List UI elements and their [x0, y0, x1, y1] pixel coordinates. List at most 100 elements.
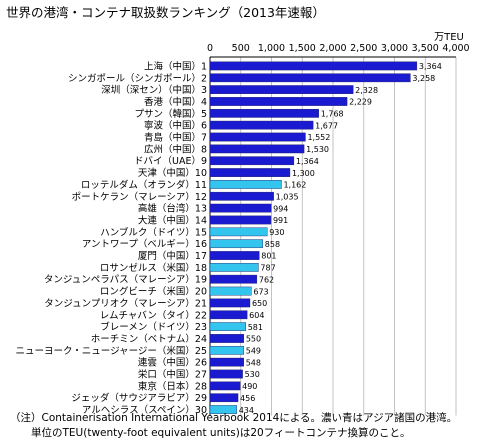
value-label: 787 [260, 264, 275, 273]
category-label: 上海（中国）1 [144, 60, 207, 72]
value-label: 1,300 [292, 169, 315, 178]
value-label: 1,530 [306, 145, 329, 154]
x-tick-label: 1,000 [258, 43, 285, 54]
value-label: 581 [248, 323, 263, 332]
category-label: シンガポール（シンガポール）2 [68, 72, 207, 84]
value-label: 1,552 [307, 133, 330, 142]
bar [209, 73, 411, 83]
category-label: 香港（中国）4 [144, 96, 207, 108]
category-label: タンジュンプリオク（マレーシア）21 [44, 297, 207, 309]
bar [209, 345, 244, 355]
value-label: 604 [249, 311, 264, 320]
value-label: 2,229 [349, 98, 372, 107]
value-label: 1,162 [283, 181, 306, 190]
bar [209, 405, 237, 414]
bar [209, 144, 305, 154]
value-label: 1,035 [276, 192, 299, 201]
bar [209, 381, 241, 391]
category-label: 東京（日本）28 [138, 380, 207, 392]
x-tick-label: 4,000 [442, 43, 469, 54]
category-label: 広州（中国）8 [144, 143, 207, 155]
value-label: 490 [242, 382, 257, 391]
bar [209, 168, 291, 177]
category-label: ニューヨーク・ニュージャージー（米国）25 [15, 345, 207, 357]
x-tick-label: 2,500 [350, 43, 377, 54]
bar [209, 180, 282, 189]
value-label: 1,768 [321, 110, 344, 119]
value-label: 1,677 [315, 121, 338, 130]
bar [209, 132, 306, 142]
x-tick-label: 0 [207, 43, 213, 54]
bar [209, 191, 274, 201]
category-label: レムチャバン（タイ）22 [100, 309, 207, 321]
value-label: 930 [269, 228, 284, 237]
chart-title: 世界の港湾・コンテナ取扱数ランキング（2013年速報） [6, 5, 325, 20]
value-label: 456 [240, 394, 255, 403]
bar [209, 369, 243, 379]
category-label: 高雄（台湾）13 [138, 203, 207, 215]
bar [209, 203, 272, 213]
value-label: 3,364 [419, 62, 442, 71]
value-label: 3,258 [412, 74, 435, 83]
category-label: 栄口（中国）27 [138, 369, 207, 381]
category-label: アルヘシラス（スペイン）30 [82, 404, 207, 416]
category-label: ポートケラン（マレーシア）12 [72, 191, 207, 203]
value-label: 991 [273, 216, 288, 225]
bar [209, 274, 258, 284]
bar [209, 85, 354, 94]
category-label: 寧波（中国）6 [144, 120, 207, 132]
value-label: 650 [252, 299, 267, 308]
category-label: 大連（中国）14 [138, 214, 207, 226]
bar [209, 310, 248, 320]
category-label: ブレーメン（ドイツ）23 [100, 321, 207, 333]
value-label: 801 [261, 252, 276, 261]
value-label: 673 [253, 287, 268, 296]
category-label: アントワープ（ベルギー）16 [82, 238, 207, 250]
value-label: 858 [265, 240, 280, 249]
bar [209, 215, 272, 225]
value-label: 994 [273, 204, 288, 213]
x-tick-label: 3,500 [412, 43, 439, 54]
bar [209, 120, 314, 130]
value-label: 549 [246, 347, 261, 356]
x-tick-label: 500 [232, 43, 250, 54]
category-label: ロングビーチ（米国）20 [100, 286, 207, 298]
footnote-source: （注）Containerisation International Yearbo… [10, 412, 458, 424]
bar [209, 227, 268, 237]
bar [209, 286, 252, 296]
category-label: ドバイ（UAE）9 [134, 155, 207, 167]
category-label: プサン（韓国）5 [134, 108, 207, 120]
x-tick-label: 1,500 [289, 43, 316, 54]
bar [209, 239, 263, 249]
value-label: 530 [245, 370, 260, 379]
category-label: ジェッダ（サウジアラビア）29 [71, 392, 207, 404]
bar [209, 334, 245, 343]
category-label: 青島（中国）7 [144, 132, 207, 144]
bar [209, 263, 259, 272]
unit-label: 万TEU [434, 32, 464, 43]
value-label: 2,328 [355, 86, 378, 95]
value-label: 762 [259, 275, 274, 284]
category-label: 深圳（深セン）（中国）3 [101, 84, 207, 96]
bar [209, 251, 260, 260]
bar [209, 357, 244, 367]
bar [209, 61, 418, 71]
x-tick-label: 2,000 [319, 43, 346, 54]
value-label: 550 [246, 335, 261, 344]
value-label: 434 [239, 406, 254, 415]
footnote-unit: 単位のTEU(twenty-foot equivalent units)は20フ… [31, 427, 411, 439]
category-label: ホーチミン（ベトナム）24 [91, 333, 207, 345]
x-tick-label: 3,000 [381, 43, 408, 54]
bar [209, 298, 251, 308]
category-label: ロサンゼルス（米国）18 [100, 262, 207, 274]
category-label: 厦門（中国）17 [138, 250, 207, 262]
bar [209, 108, 319, 118]
bar [209, 97, 348, 106]
bar [209, 322, 246, 331]
value-label: 1,364 [296, 157, 319, 166]
bar [209, 156, 295, 166]
category-label: ハンブルク（ドイツ）15 [100, 226, 207, 238]
category-label: 連雲（中国）26 [138, 357, 207, 369]
bar [209, 393, 239, 403]
